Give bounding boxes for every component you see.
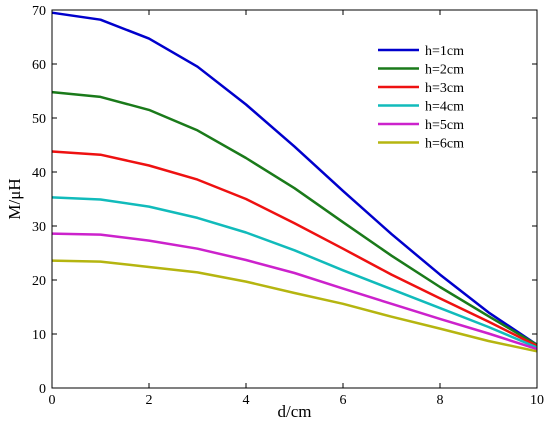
y-tick-label: 50 (32, 112, 46, 127)
series-line-5 (51, 232, 538, 351)
legend-label-1: h=1cm (425, 44, 464, 59)
series-line-1 (51, 11, 538, 346)
legend: h=1cm h=2cm h=3cm h=4cm h=5cm h=6cm (378, 44, 464, 152)
legend-label-4: h=4cm (425, 100, 464, 115)
series-line-2 (51, 90, 538, 346)
y-tick-label: 30 (32, 220, 46, 235)
x-tick-label: 8 (437, 393, 444, 408)
legend-label-2: h=2cm (425, 63, 464, 78)
y-tick-label: 70 (32, 4, 46, 19)
plot-area (51, 11, 538, 353)
y-tick-label: 10 (32, 328, 46, 343)
x-tick-label: 2 (146, 393, 153, 408)
x-axis-label: d/cm (278, 402, 312, 421)
series-line-6 (51, 259, 538, 353)
legend-label-5: h=5cm (425, 118, 464, 133)
x-tick-label: 4 (243, 393, 250, 408)
plot-frame (51, 9, 538, 389)
y-tick-label: 20 (32, 274, 46, 289)
series-line-4 (51, 196, 538, 349)
x-tick-label: 0 (49, 393, 56, 408)
series-line-3 (51, 150, 538, 348)
x-tick-label: 10 (530, 393, 544, 408)
y-tick-label: 60 (32, 58, 46, 73)
y-tick-label: 40 (32, 166, 46, 181)
x-tick-label: 6 (340, 393, 347, 408)
axes: 0 2 4 6 8 10 0 10 20 30 40 50 60 70 (32, 4, 544, 408)
y-tick-label: 0 (39, 382, 46, 397)
legend-label-3: h=3cm (425, 81, 464, 96)
legend-label-6: h=6cm (425, 137, 464, 152)
y-axis-label: M/μH (5, 178, 24, 219)
